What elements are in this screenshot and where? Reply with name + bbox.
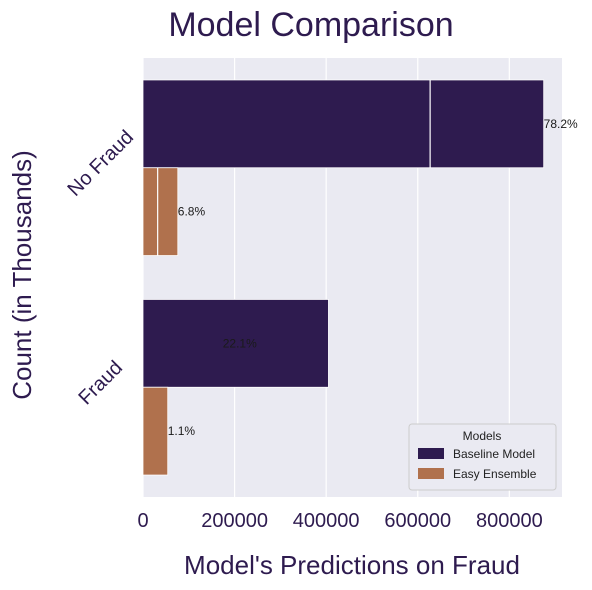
y-tick-label: No Fraud [64,126,139,201]
x-tick-label: 400000 [293,510,360,532]
data-label: 1.1% [168,424,196,438]
legend-title: Models [463,429,502,443]
x-tick-label: 600000 [384,510,451,532]
x-tick-labels: 0 200000 400000 600000 800000 [137,510,542,532]
x-tick-label: 0 [137,510,148,532]
bar-easy-ensemble-fraud [142,386,169,476]
y-tick-label: Fraud [75,357,128,410]
y-axis-title: Count (in Thousands) [7,150,37,400]
y-tick-labels: No Fraud Fraud [64,126,139,409]
legend-swatch [418,448,444,459]
legend-swatch [418,468,444,479]
data-label: 22.1% [223,336,257,350]
legend: Models Baseline Model Easy Ensemble [408,423,557,491]
bar-baseline-model-fraud [142,299,329,388]
data-label: 6.8% [178,205,206,219]
x-axis-title: Model's Predictions on Fraud [184,550,520,580]
x-tick-label: 200000 [201,510,268,532]
legend-entry: Baseline Model [453,447,535,461]
legend-entry: Easy Ensemble [453,467,537,481]
legend-box [408,423,557,491]
data-label: 78.2% [544,117,578,131]
bar-easy-ensemble-no-fraud [142,167,179,256]
data-labels: 78.2% 6.8% 22.1% 1.1% [168,117,578,438]
bar-baseline-model-no-fraud [142,79,545,169]
chart-title: Model Comparison [168,6,453,44]
bars [142,79,545,476]
x-tick-label: 800000 [476,510,543,532]
